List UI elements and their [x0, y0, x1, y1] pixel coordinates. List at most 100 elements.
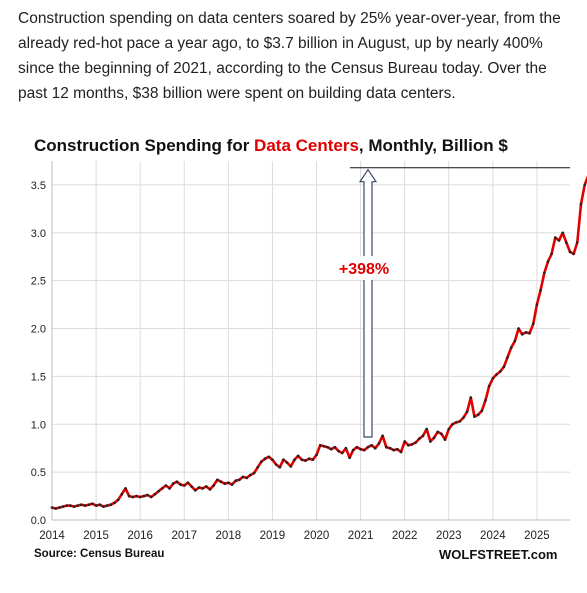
data-point: [561, 231, 564, 235]
data-point: [260, 460, 263, 463]
series-line: [51, 175, 587, 510]
data-point: [234, 479, 237, 483]
data-point: [344, 446, 348, 450]
data-point: [524, 331, 528, 334]
brand-label: WOLFSTREET.com: [439, 547, 558, 562]
data-point: [307, 457, 311, 461]
data-point: [583, 183, 586, 187]
data-point: [256, 466, 260, 469]
data-point: [543, 271, 546, 275]
data-point: [502, 365, 506, 369]
data-point: [252, 471, 256, 475]
data-point: [568, 250, 572, 254]
data-point: [432, 436, 436, 440]
data-point: [528, 332, 531, 335]
data-point: [241, 475, 245, 479]
data-point: [138, 495, 142, 499]
data-point: [127, 494, 131, 498]
data-point: [245, 476, 248, 480]
data-point: [223, 482, 226, 485]
source-note: Source: Census Bureau: [34, 548, 165, 560]
grid-lines: [51, 161, 570, 521]
data-point: [351, 448, 355, 452]
data-point: [579, 202, 583, 206]
data-point: [238, 478, 241, 482]
data-point: [197, 486, 201, 489]
data-point: [61, 505, 65, 508]
data-point: [249, 473, 252, 477]
data-point: [532, 322, 535, 326]
data-point: [186, 481, 190, 485]
data-point: [513, 339, 517, 343]
data-point: [278, 466, 282, 469]
data-point: [142, 494, 146, 498]
data-point: [149, 495, 153, 499]
data-point: [171, 482, 175, 485]
data-point: [565, 241, 568, 244]
annotation-label: +398%: [339, 261, 389, 278]
data-point: [293, 458, 296, 462]
data-point: [381, 434, 384, 438]
data-point: [219, 480, 223, 484]
data-point: [495, 373, 498, 376]
data-point: [120, 492, 124, 496]
x-tick-label: 2019: [260, 530, 286, 542]
data-point: [576, 241, 579, 244]
data-point: [322, 445, 326, 448]
y-axis: 0.0 0.5 1.0 1.5 2.0 2.5 3.0 3.5: [31, 161, 53, 527]
data-point: [58, 506, 61, 509]
data-point: [454, 421, 458, 424]
data-point: [274, 463, 278, 466]
x-tick-label: 2016: [127, 530, 153, 542]
data-point: [282, 458, 285, 462]
data-point: [50, 506, 54, 509]
x-tick-label: 2020: [304, 530, 330, 542]
data-point: [535, 303, 539, 306]
data-point: [554, 236, 557, 239]
data-point: [168, 487, 171, 490]
data-point: [407, 444, 410, 447]
data-point: [465, 410, 469, 414]
data-point: [363, 448, 366, 452]
annotation-layer: +398%: [331, 167, 570, 438]
y-tick-label: 3.5: [31, 180, 46, 192]
y-tick-label: 1.0: [31, 419, 46, 431]
data-point: [462, 416, 465, 419]
chart-title-highlight: Data Centers: [254, 136, 359, 155]
annotation-bg: [331, 256, 397, 280]
data-point: [164, 484, 168, 487]
data-point: [440, 432, 443, 436]
y-tick-label: 3.0: [31, 228, 46, 240]
data-point: [392, 448, 396, 452]
data-point: [539, 288, 542, 292]
data-point: [418, 437, 421, 440]
data-point: [109, 503, 113, 507]
data-point: [157, 490, 160, 493]
x-tick-label: 2014: [39, 530, 65, 542]
x-tick-label: 2018: [216, 530, 242, 542]
series-layer: [50, 175, 587, 510]
data-point: [216, 478, 219, 482]
data-point: [557, 239, 561, 242]
data-point: [230, 483, 234, 486]
data-point: [227, 481, 230, 485]
x-axis: 2014 2015 2016 2017 2018 2019 2020 2021 2022 2023…: [39, 519, 570, 542]
data-point: [443, 438, 447, 441]
y-tick-label: 0.0: [31, 515, 46, 527]
data-point: [160, 487, 164, 490]
data-point: [509, 346, 513, 350]
data-point: [359, 447, 362, 451]
data-point: [506, 356, 509, 359]
data-point: [326, 445, 329, 449]
data-point: [451, 423, 454, 426]
data-point: [355, 445, 359, 449]
data-point: [480, 409, 484, 413]
data-point: [113, 501, 116, 505]
data-point: [487, 384, 491, 388]
data-point: [212, 484, 215, 487]
data-point: [484, 399, 487, 402]
data-point: [72, 505, 76, 508]
data-point: [318, 444, 322, 447]
data-point: [131, 495, 135, 499]
data-point: [69, 504, 72, 507]
